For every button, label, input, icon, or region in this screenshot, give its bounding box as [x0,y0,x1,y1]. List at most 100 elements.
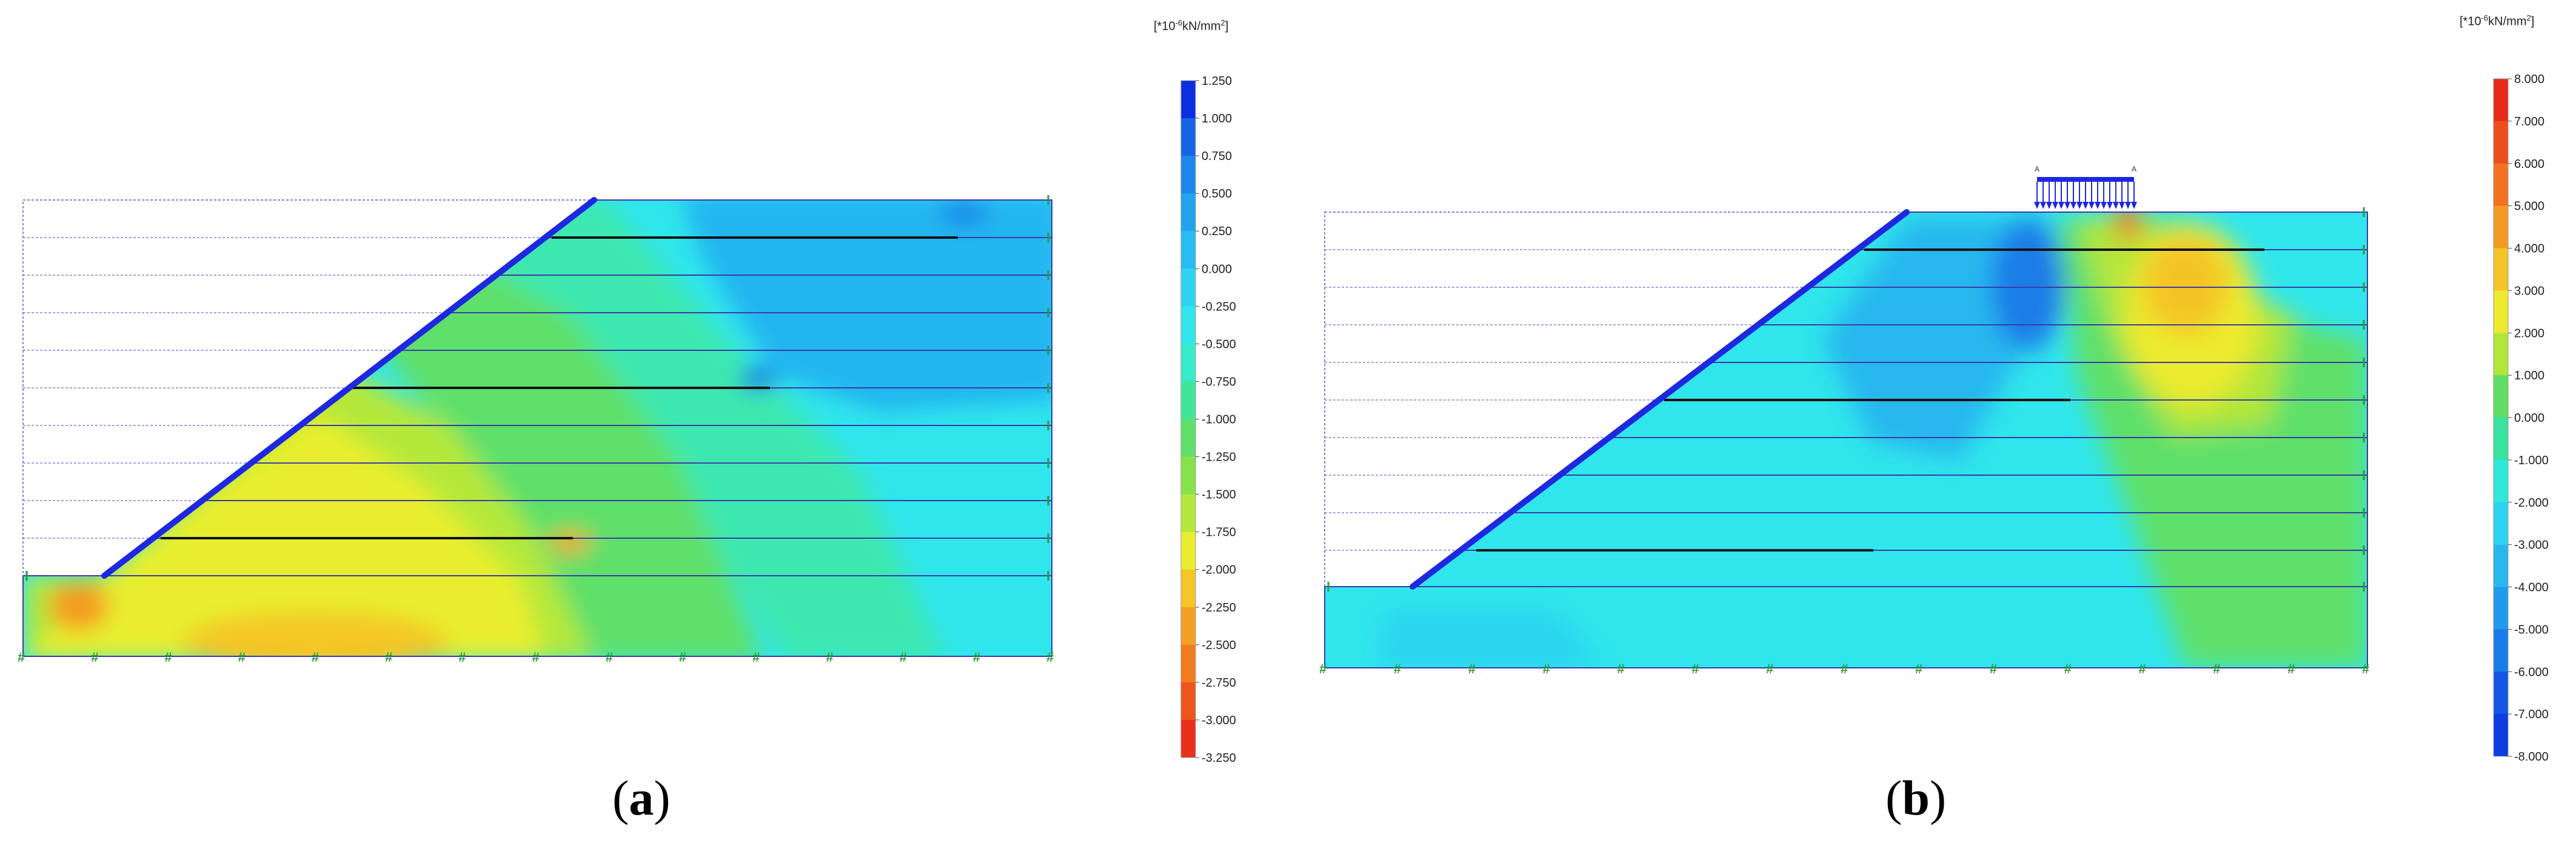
legend-swatch [2494,587,2508,630]
legend-tick-label: -1.250 [1202,451,1236,464]
legend-tick-label: -5.000 [2514,623,2549,636]
model-outline [22,199,1052,657]
legend-swatch [2494,714,2508,757]
legend-unit-label: [*10-6kN/mm2] [1154,18,1229,33]
legend-tick-label: -2.000 [2514,496,2549,510]
caption-a: (a) [612,770,671,825]
legend-swatch [2494,333,2508,376]
load-arrow-head [2064,202,2070,209]
legend-tick-label: 6.000 [2514,158,2544,171]
load-arrow-head [2095,202,2101,209]
legend-swatch [1181,419,1196,458]
load-arrow-head [2070,202,2076,209]
panel-a: [*10-6kN/mm2] # # # # # # # # # # # # # # # 1 [18,18,1236,825]
load-arrow-head [2076,202,2083,209]
contour-plot-b: # # # # # # # # # # # # # # # A A [1319,165,2369,676]
legend-tick-label: -7.000 [2514,708,2549,721]
legend-tick-label: -4.000 [2514,581,2549,595]
fixed-support-icon: # [458,650,466,665]
load-arrow-head [2107,202,2113,209]
legend-tick-label: 0.750 [1202,150,1232,163]
legend-tick-label: -3.250 [1202,751,1236,765]
panel-b: [*10-6kN/mm2] # # # # # # # # # # # # # # # A A 8.000 7.0… [1288,0,2576,843]
fixed-support-icon: # [1617,661,1624,676]
contour-plot-a: # # # # # # # # # # # # # # # [18,195,1054,665]
legend-swatch [1181,118,1196,156]
legend-swatch [2494,248,2508,291]
legend-swatch [2494,502,2508,545]
legend-tick-label: -1.000 [2514,454,2549,467]
load-bar [2037,177,2134,182]
fixed-support-icon: # [1766,661,1773,676]
load-arrow-head [2046,202,2052,209]
legend-tick-label: -2.250 [1202,601,1236,615]
fixed-support-icon: # [1543,661,1550,676]
fixed-support-icon: # [164,650,172,665]
fixed-support-icon: # [606,650,613,665]
fixed-support-icon: # [1841,661,1848,676]
caption-b: (b) [1885,770,1947,825]
legend-swatch [2494,418,2508,461]
fixed-support-icon: # [2213,661,2220,676]
load-arrow-head [2113,202,2119,209]
fixed-support-icon: # [752,650,760,665]
fixed-support-icon: # [1468,661,1476,676]
fixed-support-icon: # [2138,661,2146,676]
legend-swatch [1181,644,1196,683]
load-arrow-head [2034,202,2040,209]
fixed-support-icon: # [900,650,907,665]
fixed-support-icon: # [385,650,392,665]
load-arrow-head [2125,202,2131,209]
legend-tick-label: 7.000 [2514,115,2544,128]
legend-tick-label: -0.750 [1202,375,1236,388]
legend-tick-label: -1.750 [1202,526,1236,539]
fixed-support-icon: # [973,650,980,665]
legend-tick-label: -3.000 [2514,539,2549,552]
legend-tick-label: 1.000 [1202,112,1232,125]
load-arrow-head [2058,202,2064,209]
legend-tick-label: 2.000 [2514,327,2544,340]
legend-tick-label: 4.000 [2514,242,2544,256]
legend-tick-label: 1.250 [1202,75,1232,88]
fixed-support-icon: # [1046,650,1054,665]
load-arrow-head [2052,202,2058,209]
load-arrow-head [2101,202,2107,209]
load-marker-label: A [2132,165,2136,173]
legend-tick-label: -0.250 [1202,300,1236,313]
legend-swatch [1181,344,1196,382]
legend-swatch [1181,719,1196,758]
fixed-support-icon: # [2064,661,2072,676]
load-arrow-head [2119,202,2125,209]
fixed-support-icon: # [1691,661,1699,676]
legend-tick-label: -3.000 [1202,714,1236,727]
legend-bar-a [1180,80,1199,758]
legend-swatch [2494,121,2508,164]
load-arrow-head [2089,202,2095,209]
fixed-support-icon: # [312,650,319,665]
legend-swatch [1181,156,1196,194]
fixed-support-icon: # [1915,661,1922,676]
legend-tick-label: -1.500 [1202,488,1236,502]
legend-tick-label: -0.500 [1202,338,1236,351]
stress-field-b [1325,212,2367,668]
legend-tick-label: 3.000 [2514,284,2544,298]
legend-tick-label: -1.000 [1202,413,1236,427]
legend-swatch [2494,671,2508,715]
legend-labels-a: 1.250 1.000 0.750 0.500 0.250 0.000 -0.250 -0.5… [1202,75,1236,765]
legend-tick-label: -2.500 [1202,639,1236,652]
legend-swatch [2494,163,2508,207]
legend-swatch [1181,569,1196,608]
fixed-support-icon: # [1394,661,1401,676]
fixed-support-icon: # [1990,661,1997,676]
legend-swatch [2494,205,2508,248]
fixed-support-icon: # [18,650,25,665]
legend-swatch [1181,607,1196,645]
load-arrow-head [2083,202,2089,209]
fixed-support-icon: # [826,650,833,665]
fixed-support-icon: # [238,650,246,665]
legend-tick-label: -8.000 [2514,750,2549,764]
stress-field-a [23,200,1052,656]
legend-swatch [1181,531,1196,570]
fixed-support-icon: # [679,650,686,665]
legend-swatch [1181,81,1196,119]
